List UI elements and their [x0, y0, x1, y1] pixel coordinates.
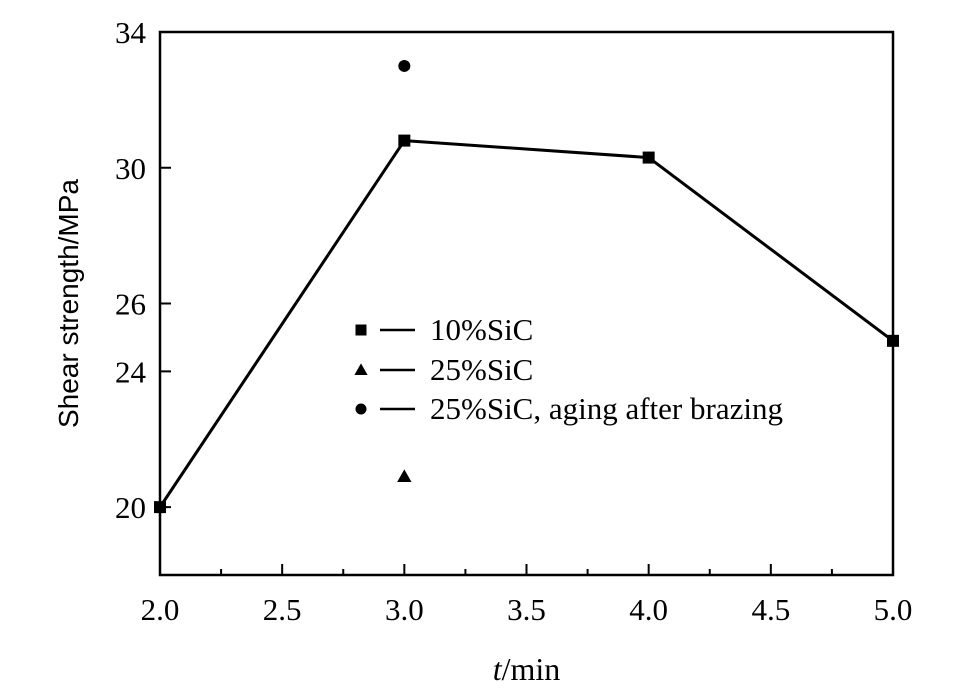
x-axis-title-variable: t [493, 651, 503, 687]
legend-marker-circle [355, 403, 367, 415]
x-tick-label: 5.0 [874, 592, 913, 627]
legend-label: 25%SiC, aging after brazing [430, 391, 783, 426]
x-tick-label: 2.0 [141, 592, 180, 627]
data-point-circle [398, 59, 411, 72]
y-axis-title: Shear strength/MPa [53, 179, 84, 428]
legend-label: 10%SiC [430, 312, 533, 347]
legend-label: 25%SiC [430, 352, 533, 387]
y-tick-label: 30 [115, 151, 146, 186]
x-tick-label: 4.0 [629, 592, 668, 627]
tick-labels: 2.0 2.5 3.0 3.5 4.0 4.5 5.0 20 24 26 30 34 [115, 15, 912, 627]
series-markers [154, 59, 899, 514]
data-point-square [398, 134, 411, 147]
y-tick-label: 26 [115, 287, 146, 322]
data-point-square [887, 334, 899, 347]
x-tick-label: 4.5 [751, 592, 790, 627]
series-lines [158, 139, 894, 508]
x-tick-label: 2.5 [263, 592, 302, 627]
x-axis-title-unit: /min [502, 651, 561, 687]
data-point-square [154, 501, 166, 514]
x-tick-label: 3.0 [385, 592, 424, 627]
y-tick-label: 20 [115, 490, 146, 525]
y-tick-label: 34 [115, 15, 147, 50]
data-point-triangle [397, 469, 412, 482]
x-tick-label: 3.5 [507, 592, 546, 627]
series-line-1 [158, 139, 894, 508]
legend: 10%SiC 25%SiC 25%SiC, aging after brazing [354, 312, 783, 426]
y-tick-label: 24 [115, 354, 147, 389]
legend-marker-square [355, 324, 367, 336]
data-point-square [642, 151, 655, 164]
x-axis-title: t/min [493, 651, 561, 687]
legend-marker-triangle [354, 363, 368, 375]
